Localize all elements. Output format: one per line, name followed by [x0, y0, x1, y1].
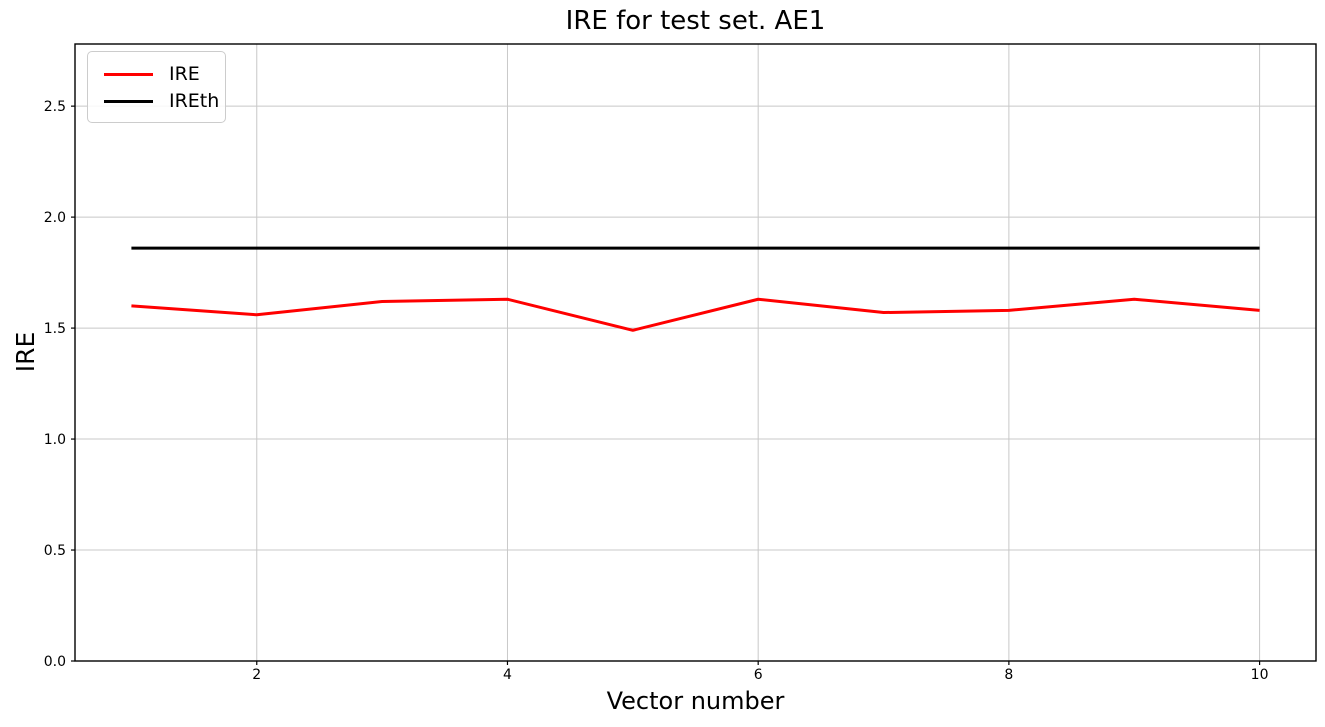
chart-title: IRE for test set. AE1 [565, 6, 826, 36]
legend-item-ireth: IREth [104, 88, 219, 114]
legend-label-ire: IRE [169, 63, 200, 85]
x-tick-label: 8 [1004, 667, 1013, 683]
legend-item-ire: IRE [104, 61, 215, 87]
legend: IRE IREth [87, 51, 226, 123]
x-tick-label: 2 [252, 667, 261, 683]
y-tick-label: 2.0 [44, 210, 66, 226]
x-tick-label: 6 [754, 667, 763, 683]
legend-line-sample-ireth [104, 99, 153, 103]
y-tick-label: 0.0 [44, 654, 66, 670]
legend-line-sample-ire [104, 72, 153, 76]
y-tick-label: 1.0 [44, 432, 66, 448]
x-axis-label: Vector number [606, 687, 785, 715]
legend-label-ireth: IREth [169, 90, 220, 112]
series-line-ire [131, 297, 1260, 332]
y-tick-label: 2.5 [44, 99, 66, 115]
y-tick-label: 0.5 [44, 543, 66, 559]
x-tick-label: 4 [503, 667, 512, 683]
x-tick-label: 10 [1251, 667, 1269, 683]
y-tick-label: 1.5 [44, 321, 66, 337]
axes-spines [74, 43, 1317, 662]
